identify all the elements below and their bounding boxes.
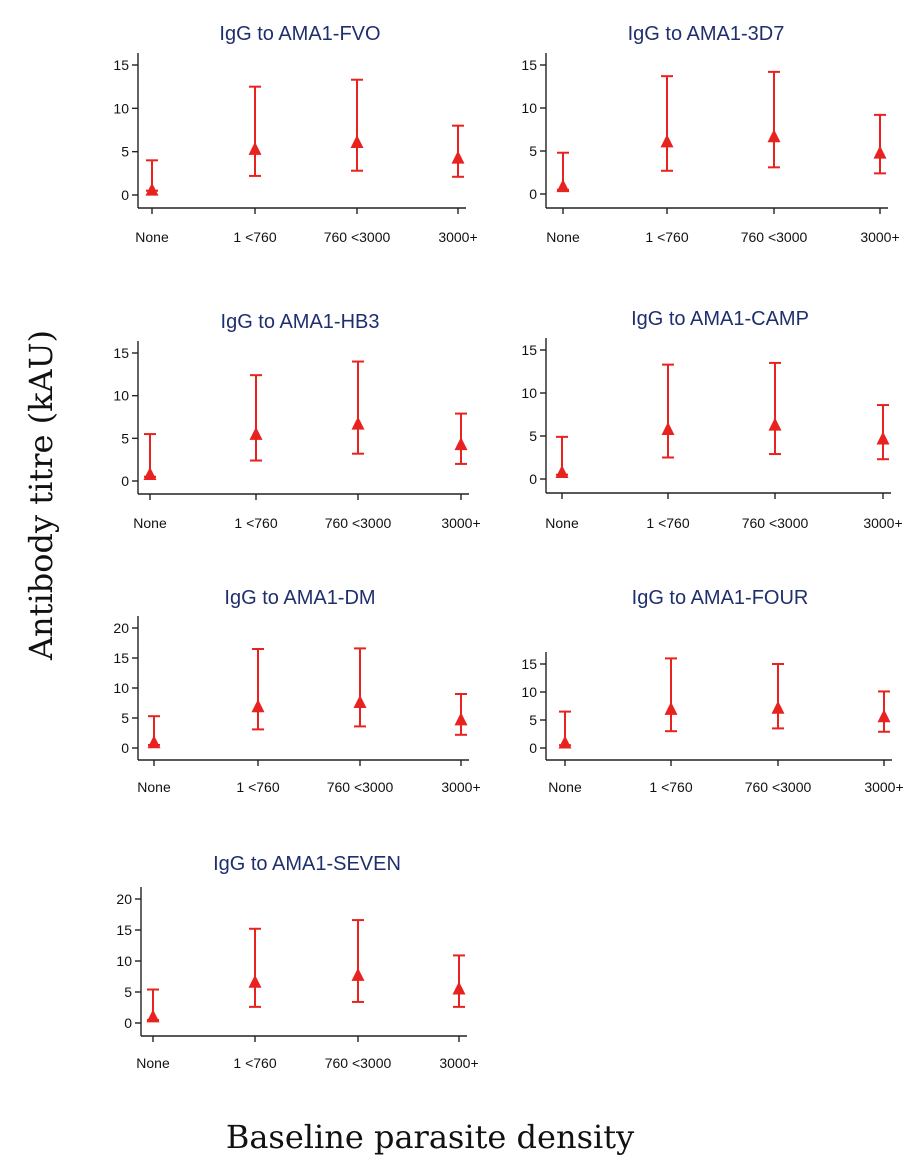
y-tick-label: 0	[124, 1015, 132, 1031]
data-point	[143, 467, 157, 481]
x-tick-label: 3000+	[860, 229, 899, 245]
x-tick-label: None	[135, 229, 169, 245]
y-tick-label: 10	[113, 388, 129, 404]
x-tick-label: 1 <760	[646, 515, 689, 531]
y-tick-label: 10	[521, 100, 537, 116]
x-tick-label: 760 <3000	[325, 515, 392, 531]
y-tick-label: 20	[113, 620, 129, 636]
figure-x-label: Baseline parasite density	[226, 1118, 634, 1156]
y-tick-label: 0	[529, 186, 537, 202]
y-tick-label: 10	[521, 385, 537, 401]
y-tick-label: 5	[121, 144, 129, 160]
data-point	[353, 695, 367, 708]
y-tick-label: 5	[124, 984, 132, 1000]
y-tick-label: 0	[529, 471, 537, 487]
y-tick-label: 10	[113, 680, 129, 696]
x-tick-label: 760 <3000	[745, 779, 812, 795]
data-point	[771, 700, 785, 714]
y-tick-label: 10	[113, 100, 129, 116]
y-tick-label: 10	[116, 953, 132, 969]
data-point	[249, 426, 263, 440]
data-point	[145, 182, 159, 196]
data-point	[251, 699, 265, 713]
x-tick-label: None	[137, 779, 171, 795]
x-tick-label: 760 <3000	[327, 779, 394, 795]
x-tick-label: 1 <760	[236, 779, 279, 795]
y-tick-label: 5	[121, 710, 129, 726]
x-tick-label: 1 <760	[233, 229, 276, 245]
data-point	[556, 179, 570, 193]
x-tick-label: 1 <760	[233, 1055, 276, 1071]
x-tick-label: 3000+	[441, 515, 480, 531]
panel-title: IgG to AMA1-DM	[224, 587, 375, 609]
data-point	[351, 416, 365, 430]
x-tick-label: 3000+	[863, 515, 902, 531]
data-point	[146, 1009, 160, 1023]
x-tick-label: 760 <3000	[325, 1055, 392, 1071]
y-tick-label: 15	[113, 345, 129, 361]
panel-title: IgG to AMA1-CAMP	[631, 308, 809, 330]
panel-title: IgG to AMA1-3D7	[628, 23, 785, 45]
y-tick-label: 15	[113, 650, 129, 666]
y-tick-label: 20	[116, 891, 132, 907]
figure-y-label: Antibody titre (kAU)	[22, 330, 60, 661]
x-tick-label: 760 <3000	[741, 229, 808, 245]
panel-title: IgG to AMA1-FVO	[219, 23, 380, 45]
y-tick-label: 0	[121, 187, 129, 203]
data-point	[451, 150, 465, 164]
y-tick-label: 0	[121, 473, 129, 489]
data-point	[873, 145, 887, 159]
y-tick-label: 5	[529, 428, 537, 444]
data-point	[660, 134, 674, 148]
data-point	[767, 129, 781, 143]
data-point	[454, 437, 468, 451]
data-point	[555, 464, 569, 478]
y-tick-label: 15	[521, 342, 537, 358]
data-point	[768, 417, 782, 431]
data-point	[248, 141, 262, 155]
data-point	[452, 981, 466, 995]
x-tick-label: 1 <760	[234, 515, 277, 531]
x-tick-label: None	[133, 515, 167, 531]
x-tick-label: 760 <3000	[742, 515, 809, 531]
data-point	[876, 431, 890, 445]
y-tick-label: 15	[521, 57, 537, 73]
y-tick-label: 15	[116, 922, 132, 938]
y-tick-label: 0	[121, 740, 129, 756]
y-tick-label: 0	[529, 740, 537, 756]
x-tick-label: 3000+	[439, 1055, 478, 1071]
x-tick-label: 3000+	[438, 229, 477, 245]
y-tick-label: 5	[529, 712, 537, 728]
x-tick-label: None	[545, 515, 579, 531]
data-point	[350, 135, 364, 148]
y-tick-label: 15	[113, 57, 129, 73]
data-point	[248, 974, 262, 988]
x-tick-label: None	[136, 1055, 170, 1071]
data-point	[661, 421, 675, 435]
y-tick-label: 5	[529, 143, 537, 159]
x-tick-label: 1 <760	[645, 229, 688, 245]
panel-title: IgG to AMA1-HB3	[221, 311, 380, 333]
y-tick-label: 10	[521, 684, 537, 700]
panel-title: IgG to AMA1-FOUR	[632, 587, 809, 609]
y-tick-label: 15	[521, 656, 537, 672]
data-point	[664, 701, 678, 715]
x-tick-label: 3000+	[441, 779, 480, 795]
x-tick-label: 760 <3000	[324, 229, 391, 245]
data-point	[558, 735, 572, 749]
panel-title: IgG to AMA1-SEVEN	[213, 853, 401, 875]
x-tick-label: None	[546, 229, 580, 245]
x-tick-label: 3000+	[864, 779, 903, 795]
y-tick-label: 5	[121, 430, 129, 446]
data-point	[147, 735, 161, 749]
data-point	[877, 709, 891, 723]
x-tick-label: None	[548, 779, 582, 795]
data-point	[454, 712, 468, 726]
data-point	[351, 967, 365, 981]
x-tick-label: 1 <760	[649, 779, 692, 795]
